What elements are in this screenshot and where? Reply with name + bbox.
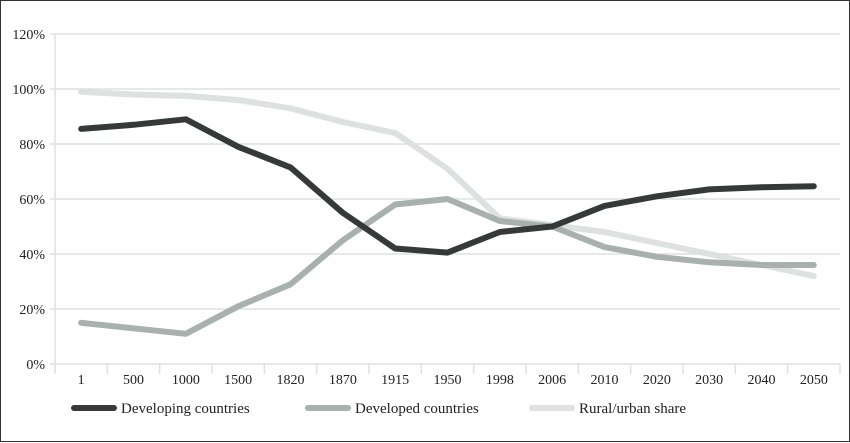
y-tick-label: 100%: [12, 83, 45, 98]
series-lines: [78, 88, 817, 337]
x-tick-label: 1: [78, 373, 85, 388]
x-tick-label: 2040: [748, 373, 776, 388]
series-line-developed-countries: [78, 196, 817, 337]
y-tick-label: 80%: [19, 138, 45, 153]
y-tick-label: 60%: [19, 193, 45, 208]
legend-label: Developed countries: [355, 401, 479, 417]
x-tick-label: 1998: [486, 373, 514, 388]
x-tick-label: 500: [123, 373, 144, 388]
legend-label: Rural/urban share: [579, 401, 686, 417]
y-tick-label: 120%: [12, 28, 45, 43]
x-tick-label: 2020: [643, 373, 671, 388]
series-line-developing-countries: [78, 116, 817, 256]
x-tick-label: 2010: [591, 373, 619, 388]
axes: 0%20%40%60%80%100%120%1 500 1000 1500 1820 18…: [12, 28, 841, 388]
legend: Developing countries Developed countries R…: [71, 401, 686, 417]
legend-label: Developing countries: [121, 401, 250, 417]
x-tick-label: 1820: [277, 373, 305, 388]
x-tick-label: 2006: [538, 373, 566, 388]
y-tick-label: 40%: [19, 248, 45, 263]
x-tick-label: 2030: [695, 373, 723, 388]
x-tick-label: 1870: [329, 373, 357, 388]
y-tick-label: 20%: [19, 303, 45, 318]
y-tick-label: 0%: [26, 358, 45, 373]
x-tick-label: 1500: [224, 373, 252, 388]
x-tick-label: 2050: [800, 373, 828, 388]
series-line-rural-urban-share: [78, 88, 817, 279]
x-tick-label: 1915: [381, 373, 409, 388]
x-tick-label: 1000: [172, 373, 200, 388]
x-tick-label: 1950: [434, 373, 462, 388]
